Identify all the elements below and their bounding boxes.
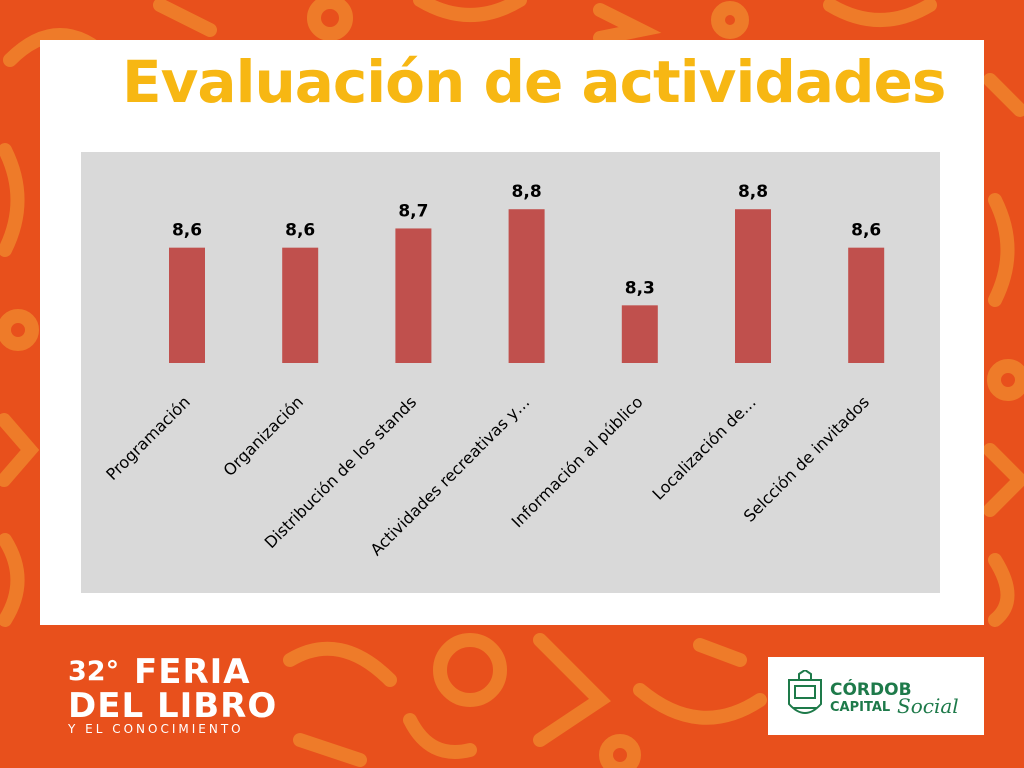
slide-title: Evaluación de actividades [122,48,946,116]
bar-value-label: 8,6 [851,221,881,241]
city-crest-icon [788,670,822,714]
bar-value-label: 8,7 [398,201,428,221]
sponsor-logo-line3: Social [897,694,959,718]
bar-4 [508,209,545,363]
bar-5 [621,305,658,363]
bar-3 [395,228,432,363]
bar-value-label: 8,8 [512,182,542,202]
sponsor-logo-line2: CAPITAL [830,700,891,715]
feria-logo-line1: FERIA [134,652,251,692]
feria-logo-subtitle: Y EL CONOCIMIENTO [68,722,244,736]
bar-value-label: 8,3 [625,278,655,298]
bar-6 [735,209,771,363]
bar-value-label: 8,6 [285,221,315,241]
bar-chart: 8,6 8,68,78,88,38,88,6 Programación Organi… [81,152,940,593]
bar-1 [169,247,205,363]
bar-value-label: 8,6 [172,221,202,241]
feria-logo-edition: 32° [68,656,120,687]
feria-logo-line2: DEL LIBRO [68,686,278,726]
bar-7 [848,247,885,363]
sponsor-logo-line1: CÓRDOB [830,680,912,700]
bar-value-label: 8,8 [738,182,768,202]
bar-2 [282,247,319,363]
